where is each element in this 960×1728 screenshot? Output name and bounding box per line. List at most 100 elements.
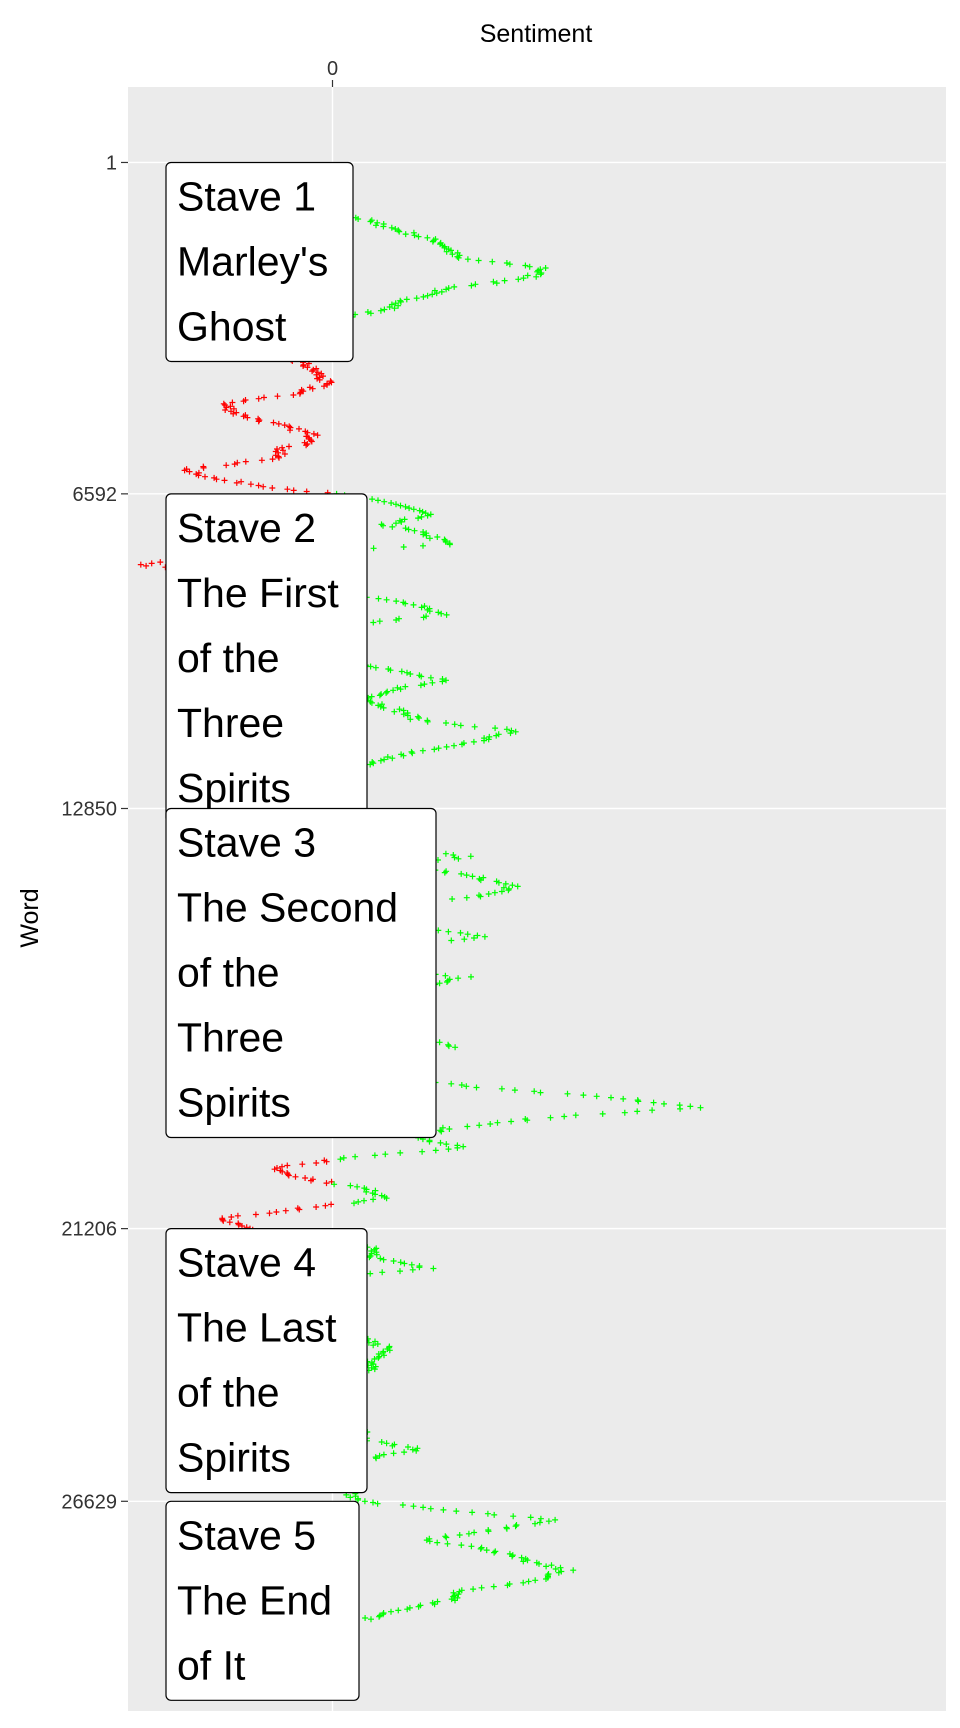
data-point	[443, 248, 450, 255]
data-point	[377, 1255, 384, 1262]
data-point	[370, 619, 377, 626]
data-point	[238, 478, 245, 485]
data-point	[373, 222, 379, 229]
data-point	[509, 1553, 516, 1560]
data-point	[431, 1601, 438, 1608]
data-point	[376, 618, 383, 625]
data-point	[470, 738, 477, 745]
data-point	[552, 1566, 559, 1572]
data-point	[460, 1143, 467, 1150]
data-point	[478, 1584, 485, 1591]
data-point	[444, 979, 450, 985]
data-point	[284, 1171, 291, 1178]
data-point	[503, 1525, 510, 1532]
data-point	[303, 442, 310, 449]
data-point	[373, 1455, 380, 1462]
data-point	[269, 485, 276, 491]
data-point	[426, 535, 433, 542]
data-point	[411, 232, 418, 239]
data-point	[445, 928, 452, 935]
data-point	[337, 1156, 344, 1163]
data-point	[451, 742, 457, 749]
data-point	[431, 746, 438, 753]
data-point	[451, 721, 458, 728]
data-point	[393, 501, 399, 508]
data-point	[443, 1141, 450, 1148]
data-point	[400, 752, 407, 759]
data-point	[532, 1520, 538, 1527]
data-point	[396, 706, 403, 713]
data-point	[355, 1198, 362, 1205]
stave-label-box	[165, 807, 437, 1139]
stave-label-2: Stave 2 The First of the Three Spirits	[165, 493, 368, 824]
data-point	[527, 1514, 534, 1521]
data-point	[448, 937, 455, 944]
data-point	[368, 693, 375, 700]
data-point	[369, 496, 376, 503]
data-point	[378, 1439, 385, 1445]
data-point	[239, 1223, 245, 1229]
data-point	[313, 371, 320, 378]
data-point	[362, 1615, 369, 1621]
data-point	[415, 233, 422, 240]
data-point	[400, 544, 407, 550]
data-point	[347, 1182, 354, 1189]
data-point	[393, 520, 399, 527]
data-point	[420, 542, 426, 549]
data-point	[220, 1217, 227, 1224]
data-point	[280, 447, 286, 454]
data-point	[401, 1449, 408, 1456]
data-point	[281, 422, 288, 429]
data-point	[451, 283, 458, 290]
stave-label-line: Three	[177, 1014, 284, 1060]
data-point	[493, 280, 500, 287]
data-point	[409, 1446, 416, 1453]
data-point	[520, 1579, 527, 1586]
data-point	[381, 306, 388, 313]
data-point	[137, 561, 144, 568]
data-point	[494, 1119, 501, 1126]
data-point	[321, 383, 327, 390]
data-point	[296, 390, 303, 397]
data-point	[475, 257, 482, 264]
stave-label-line: of the	[177, 635, 280, 681]
data-point	[395, 1607, 402, 1614]
data-point	[409, 1266, 416, 1273]
data-point	[418, 604, 425, 611]
data-point	[386, 1347, 393, 1354]
data-point	[368, 699, 375, 706]
data-point	[463, 872, 470, 879]
data-point	[355, 216, 362, 222]
data-point	[564, 1090, 571, 1097]
data-point	[599, 1110, 606, 1117]
data-point	[461, 936, 468, 943]
data-point	[383, 596, 390, 603]
data-point	[252, 1211, 259, 1218]
data-point	[309, 368, 316, 375]
data-point	[386, 304, 393, 310]
data-point	[495, 879, 502, 886]
stave-label-line: Spirits	[177, 1079, 291, 1125]
data-point	[240, 398, 247, 405]
data-point	[261, 394, 267, 401]
data-point	[440, 1506, 447, 1513]
data-point	[436, 980, 443, 987]
data-point	[477, 893, 484, 900]
data-point	[403, 296, 410, 303]
data-point	[580, 1092, 587, 1099]
data-point	[419, 1148, 426, 1155]
data-point	[234, 1212, 241, 1219]
data-point	[404, 712, 411, 719]
data-point	[427, 511, 434, 518]
data-point	[233, 409, 240, 416]
data-point	[420, 531, 427, 538]
data-point	[449, 896, 456, 902]
data-point	[260, 483, 267, 490]
data-point	[399, 1502, 406, 1508]
data-point	[424, 512, 431, 519]
data-point	[402, 600, 409, 607]
data-point	[282, 1207, 289, 1214]
data-point	[397, 686, 404, 693]
data-point	[370, 545, 377, 552]
